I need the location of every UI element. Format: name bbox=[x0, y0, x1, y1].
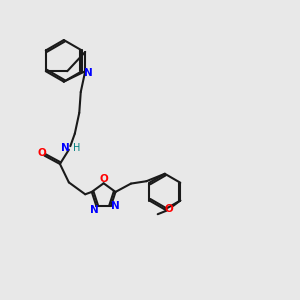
Text: O: O bbox=[37, 148, 46, 158]
Text: H: H bbox=[73, 142, 81, 153]
Text: N: N bbox=[90, 205, 99, 215]
Text: O: O bbox=[99, 173, 108, 184]
Text: N: N bbox=[61, 142, 69, 153]
Text: N: N bbox=[111, 201, 120, 211]
Text: O: O bbox=[164, 204, 173, 214]
Text: N: N bbox=[84, 68, 93, 78]
